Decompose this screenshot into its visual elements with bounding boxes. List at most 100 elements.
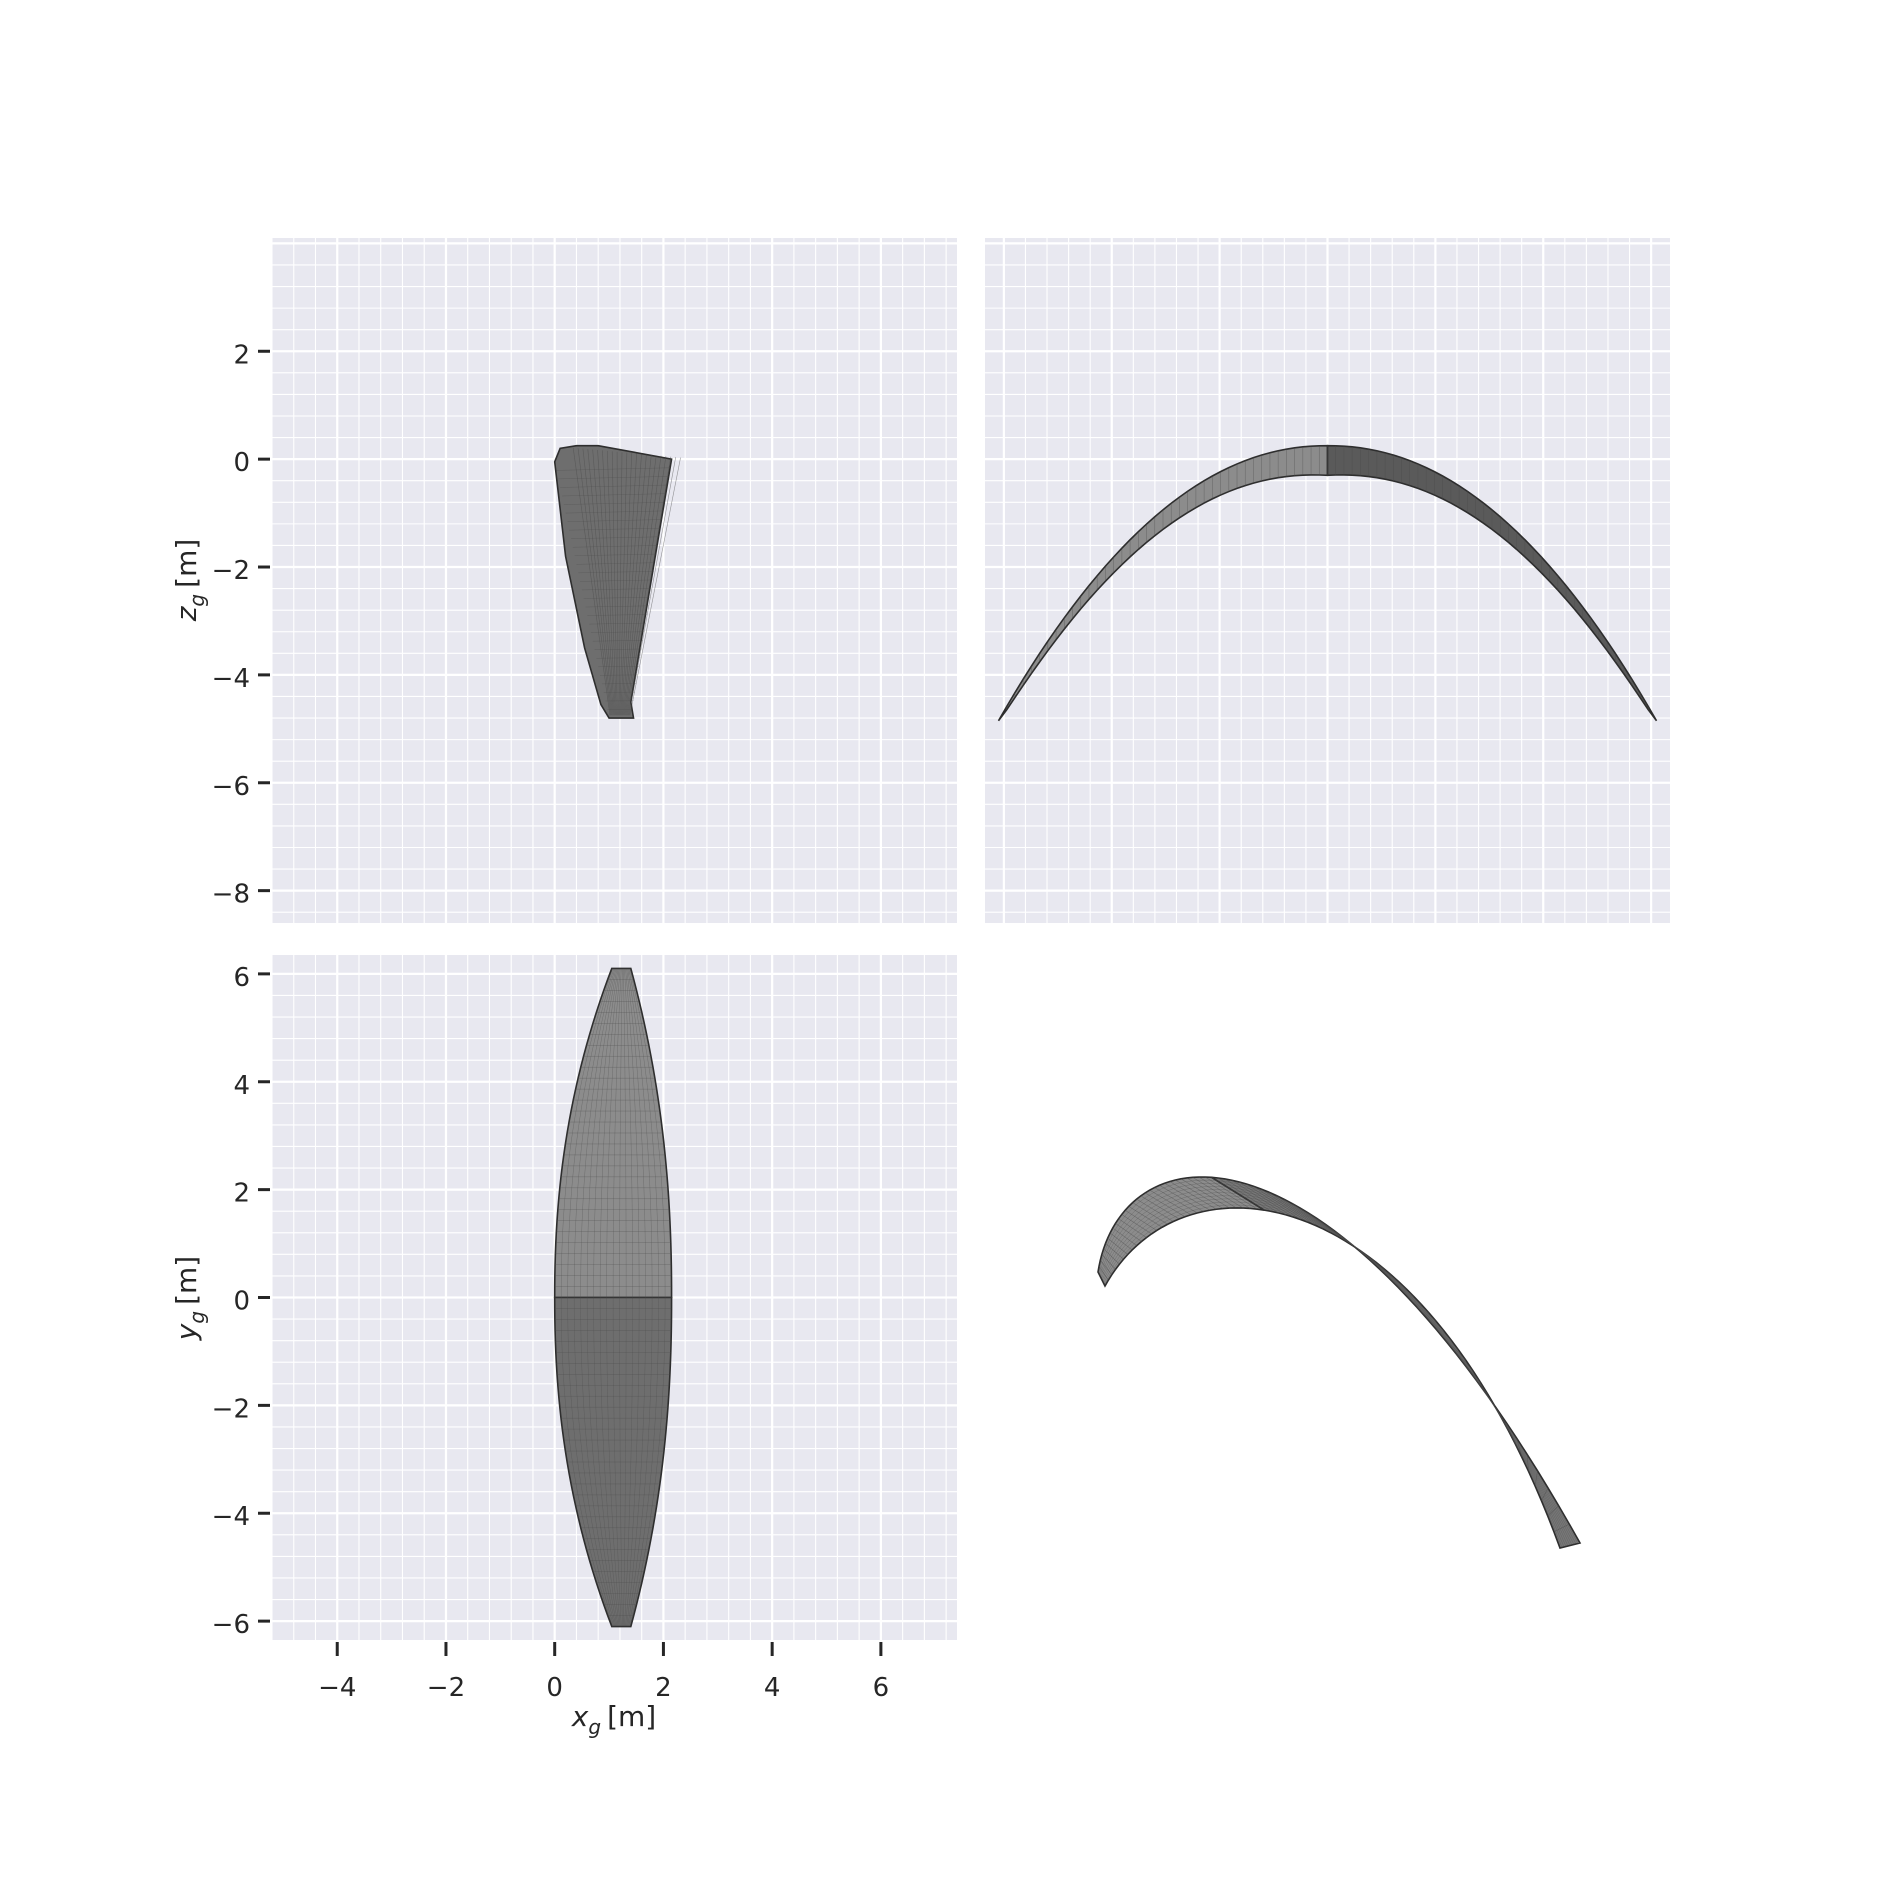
perspective-mesh-line	[1205, 1176, 1258, 1210]
perspective-mesh-line	[1416, 1306, 1452, 1341]
perspective-mesh-line	[1105, 1243, 1124, 1260]
top-view-mesh-line	[580, 968, 617, 1627]
perspective-mesh-line	[1553, 1523, 1570, 1533]
perspective-mesh-line	[1109, 1232, 1133, 1251]
perspective-mesh-line	[1435, 1328, 1467, 1361]
perspective-mesh-line	[1541, 1487, 1549, 1501]
perspective-mesh-line	[1112, 1227, 1137, 1246]
perspective-mesh-line	[1115, 1223, 1142, 1242]
perspective-mesh-line	[1369, 1259, 1415, 1298]
side-view-mesh-line	[572, 545, 658, 548]
side-view-mesh-line	[571, 536, 660, 539]
perspective-mesh-line	[1159, 1185, 1204, 1212]
perspective-mesh-line	[1224, 1178, 1279, 1214]
perspective-mesh-line	[1300, 1207, 1354, 1247]
side-view-mesh-line	[622, 453, 642, 716]
side-view-mesh-line	[619, 452, 628, 716]
perspective-mesh-line	[1154, 1187, 1198, 1214]
side-view-mesh-line	[556, 467, 671, 471]
top-view-mesh-line	[627, 968, 653, 1627]
side-view-grid	[271, 238, 957, 923]
perspective-mesh-line	[1426, 1317, 1460, 1351]
side-view-mesh-line	[602, 450, 616, 716]
perspective-mesh-line	[1342, 1237, 1392, 1276]
side-view-mesh-line	[567, 519, 663, 522]
top-view-mesh-line	[593, 968, 619, 1627]
side-view-mesh-line	[625, 455, 657, 716]
perspective-mesh-line	[1406, 1296, 1445, 1332]
side-view-mesh-line	[594, 648, 642, 650]
top-view-mesh-line	[573, 968, 616, 1627]
side-view-mesh-line	[560, 484, 668, 488]
perspective-mesh-line	[1547, 1505, 1559, 1517]
x-tick-label: −2	[427, 1673, 465, 1703]
side-view-mesh-line	[578, 571, 654, 574]
perspective-mesh-line	[1378, 1268, 1422, 1306]
perspective-mesh-line	[1164, 1182, 1211, 1211]
side-view-mesh-line	[580, 579, 653, 582]
front-view-canopy	[997, 444, 1658, 722]
perspective-mesh-line	[1103, 1201, 1565, 1548]
top-view-mesh-line	[628, 968, 659, 1627]
side-view-mesh-line	[574, 553, 657, 557]
side-view-panel: 2 0 −2 −4 −6 −8 zg[m]	[170, 238, 957, 923]
side-view-mesh-line	[577, 448, 612, 716]
top-view-mesh-line	[619, 968, 623, 1627]
top-view-xlabel: xg [m]	[571, 1700, 656, 1739]
side-view-mesh-line	[626, 456, 667, 716]
side-view-mesh-line	[611, 451, 618, 716]
side-view-mesh-line	[596, 657, 641, 659]
y-tick-label: −6	[212, 772, 250, 802]
side-view-mesh-line	[581, 588, 652, 591]
side-view-mesh-line	[563, 502, 665, 505]
perspective-mesh-line	[1465, 1365, 1488, 1395]
perspective-mesh-line	[1284, 1199, 1339, 1238]
side-view-mesh-line	[561, 493, 667, 497]
side-view-mesh-line	[569, 527, 661, 531]
perspective-mesh-line	[1445, 1340, 1474, 1372]
perspective-mesh-line	[1098, 1179, 1579, 1544]
perspective-mesh-line	[1245, 1183, 1301, 1220]
side-view-mesh-line	[585, 605, 649, 608]
perspective-mesh-line	[1180, 1178, 1230, 1209]
side-view-mesh-line	[572, 447, 611, 716]
y-tick-label: −4	[212, 664, 250, 694]
top-view-mesh-line	[560, 968, 614, 1627]
side-view-mesh-line	[582, 448, 613, 716]
side-view-mesh-line	[623, 454, 647, 716]
perspective-mesh-line	[1132, 1202, 1168, 1225]
y-tick-label: −6	[212, 1610, 250, 1640]
top-view-mesh-line	[629, 968, 666, 1627]
side-view-mesh-line	[620, 453, 633, 716]
side-view-mesh-line	[629, 457, 681, 716]
y-tick-label: 2	[233, 340, 250, 370]
perspective-mesh-line	[1101, 1192, 1571, 1546]
perspective-mesh-line	[1175, 1179, 1224, 1209]
y-tick-label: −2	[212, 1394, 250, 1424]
top-view-canopy	[553, 967, 673, 1628]
perspective-mesh-line	[1211, 1177, 1265, 1211]
perspective-mesh-line	[1516, 1438, 1523, 1458]
top-view-mesh-line	[567, 968, 615, 1627]
side-view-mesh-line	[621, 453, 637, 716]
y-tick-label: 4	[233, 1071, 250, 1101]
top-view-panel: 6 4 2 0 −2 −4 −6 −4 −2 0 2 4 6 yg[m] xg [m]	[170, 955, 957, 1739]
side-view-mesh-line	[576, 562, 656, 565]
perspective-mesh-line	[1100, 1189, 1573, 1546]
perspective-mesh-line	[1455, 1353, 1481, 1383]
top-view-mesh-line	[599, 968, 620, 1627]
top-view-mesh-line	[586, 968, 618, 1627]
perspective-mesh-line	[1098, 1265, 1109, 1281]
y-tick-label: 2	[233, 1179, 250, 1209]
front-view-panel	[985, 238, 1670, 923]
side-view-y-axis: 2 0 −2 −4 −6 −8	[212, 340, 270, 910]
side-view-mesh-line	[558, 476, 669, 480]
x-tick-label: 6	[873, 1673, 890, 1703]
top-view-mesh-line	[626, 968, 646, 1627]
top-view-y-axis: 6 4 2 0 −2 −4 −6	[212, 963, 270, 1640]
y-tick-label: −8	[212, 880, 250, 910]
perspective-mesh-line	[1506, 1422, 1516, 1445]
side-view-mesh-line	[625, 455, 662, 716]
side-view-mesh-line	[592, 640, 644, 642]
side-view-mesh-line	[587, 449, 613, 716]
